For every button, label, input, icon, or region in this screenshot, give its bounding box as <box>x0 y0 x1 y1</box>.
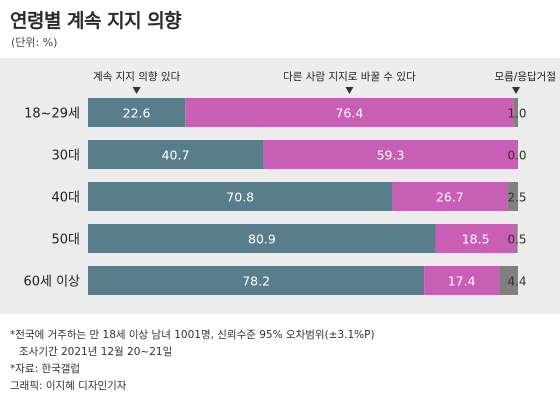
data-label: 2.5 <box>507 191 526 205</box>
legend-label-2: 다른 사람 지지로 바꿀 수 있다 <box>283 70 416 83</box>
data-label: 1.0 <box>507 107 526 121</box>
data-label: 40.7 <box>162 148 190 163</box>
data-label: 0.0 <box>507 149 526 163</box>
data-label: 59.3 <box>377 148 405 163</box>
bar-segment <box>88 98 186 127</box>
unit-label: (단위: %) <box>11 36 58 49</box>
data-label: 78.2 <box>242 274 270 289</box>
bar-segment <box>513 98 518 127</box>
source-note: *자료: 한국갤럽 <box>10 363 81 375</box>
bar-segment <box>515 224 518 253</box>
data-label: 80.9 <box>248 232 276 247</box>
legend: 계속 지지 의향 있다 다른 사람 지지로 바꿀 수 있다 모름/응답거절 <box>93 70 556 94</box>
stacked-bar-chart: 계속 지지 의향 있다 다른 사람 지지로 바꿀 수 있다 모름/응답거절 18~29… <box>23 70 556 295</box>
survey-note: *전국에 거주하는 만 18세 이상 남녀 1001명, 신뢰수준 95% 오차… <box>10 329 375 341</box>
bar-row-5: 60세 이상 78.2 17.4 4.4 <box>23 266 527 295</box>
data-label: 4.4 <box>507 275 526 289</box>
category-label: 30대 <box>51 149 80 164</box>
legend-label-3: 모름/응답거절 <box>495 70 557 83</box>
data-label: 70.8 <box>226 190 254 205</box>
data-label: 22.6 <box>123 106 151 121</box>
category-label: 50대 <box>51 233 80 248</box>
data-label: 0.5 <box>507 233 526 247</box>
bar-segment <box>263 140 518 169</box>
category-label: 40대 <box>51 191 80 206</box>
bar-segment <box>507 182 518 211</box>
bar-segment <box>88 224 436 253</box>
bar-row-3: 40대 70.8 26.7 2.5 <box>51 182 527 211</box>
data-label: 18.5 <box>462 232 490 247</box>
legend-marker-1 <box>132 87 141 94</box>
bar-segment <box>392 182 508 211</box>
data-label: 26.7 <box>436 190 464 205</box>
bar-segment <box>88 182 393 211</box>
legend-marker-3 <box>512 87 520 94</box>
bar-segment <box>499 266 518 295</box>
chart-title: 연령별 계속 지지 의향 <box>10 10 182 32</box>
bar-segment <box>424 266 500 295</box>
bar-segment <box>88 266 425 295</box>
bar-row-4: 50대 80.9 18.5 0.5 <box>51 224 527 253</box>
bar-segment <box>185 98 514 127</box>
footnotes: *전국에 거주하는 만 18세 이상 남녀 1001명, 신뢰수준 95% 오차… <box>10 327 555 395</box>
legend-marker-2 <box>345 87 354 94</box>
data-label: 17.4 <box>448 274 476 289</box>
bar-segment <box>435 224 516 253</box>
graphic-credit: 그래픽: 이지혜 디자인기자 <box>10 380 127 392</box>
bar-row-2: 30대 40.7 59.3 0.0 <box>51 140 527 169</box>
category-label: 60세 이상 <box>23 275 80 290</box>
category-label: 18~29세 <box>24 107 80 122</box>
bar-segment <box>88 140 264 169</box>
legend-label-1: 계속 지지 의향 있다 <box>93 71 181 83</box>
data-label: 76.4 <box>336 106 364 121</box>
bar-row-1: 18~29세 22.6 76.4 1.0 <box>24 98 527 127</box>
survey-period: 조사기간 2021년 12월 20~21일 <box>19 346 173 358</box>
